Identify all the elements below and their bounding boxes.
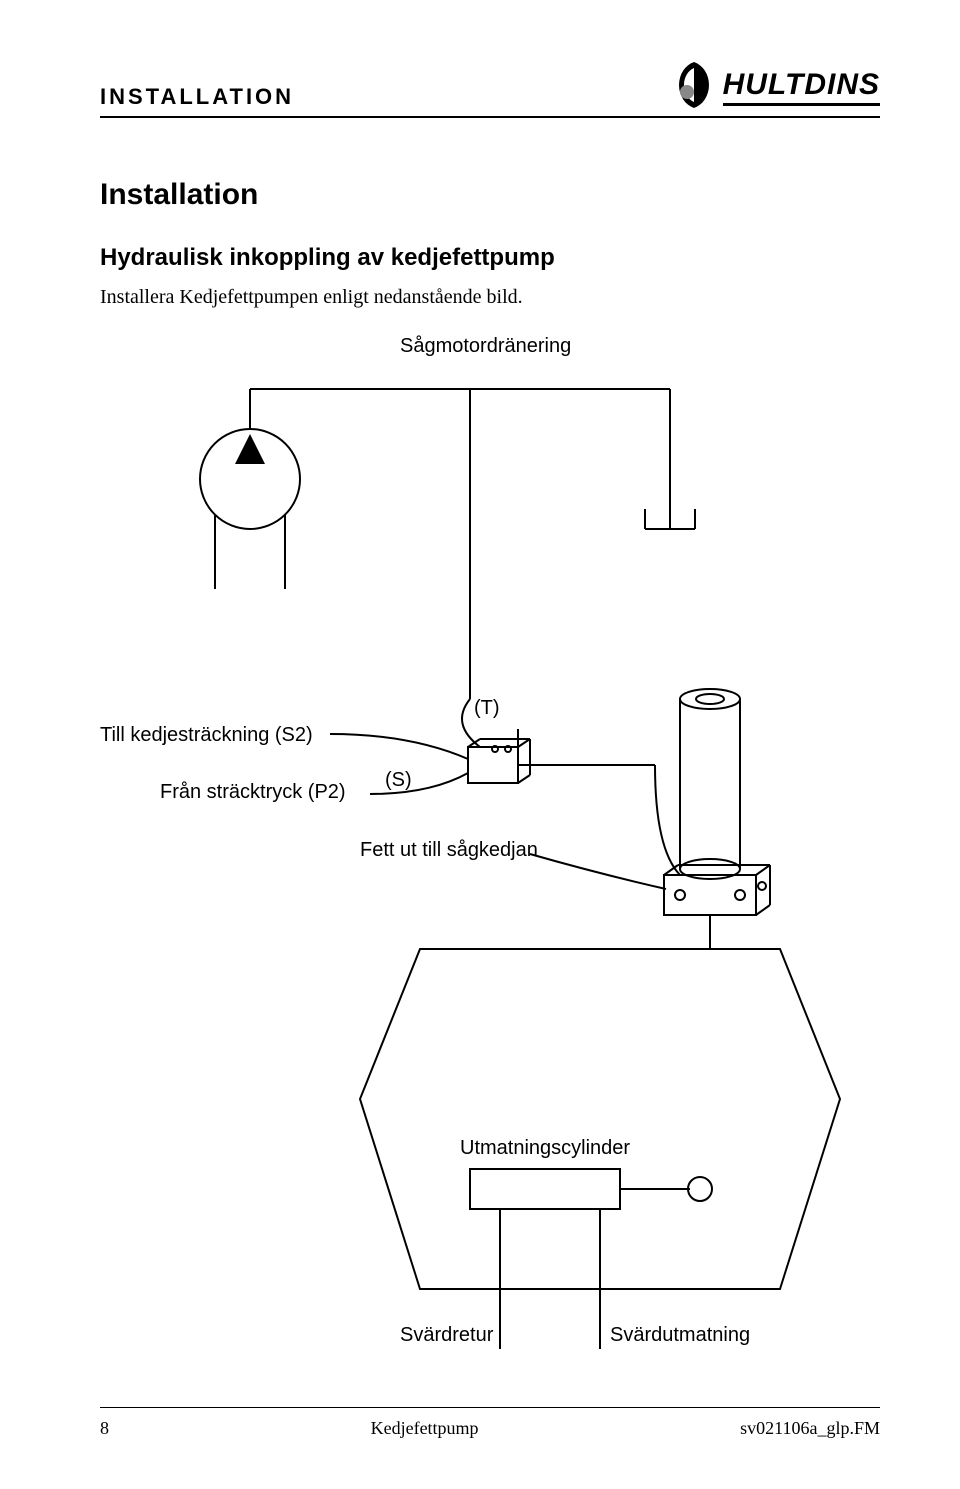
label-bar-return: Svärdretur [400,1324,493,1347]
page-footer: 8 Kedjefettpump sv021106a_glp.FM [100,1407,880,1439]
footer-page-number: 8 [100,1418,109,1439]
label-grease-out: Fett ut till sågkedjan [360,839,538,862]
logo-text: HULTDINS [723,68,880,102]
header-rule [100,116,880,118]
footer-doc-title: Kedjefettpump [371,1418,479,1439]
logo-mark-icon [671,60,717,110]
page-header: INSTALLATION HULTDINS [100,60,880,110]
label-feed-cylinder: Utmatningscylinder [460,1137,630,1160]
logo: HULTDINS [671,60,880,110]
label-s-port: (S) [385,769,412,792]
label-to-chain-tension: Till kedjesträckning (S2) [100,724,313,747]
page-title: Installation [100,178,880,212]
label-bar-feed: Svärdutmatning [610,1324,750,1347]
hydraulic-diagram: Sågmotordränering (T) Till kedjesträckni… [100,329,880,1349]
footer-file-ref: sv021106a_glp.FM [740,1418,880,1439]
label-drain: Sågmotordränering [400,335,571,358]
page-subtitle: Hydraulisk inkoppling av kedjefettpump [100,244,880,272]
body-text: Installera Kedjefettpumpen enligt nedans… [100,286,880,309]
label-from-tension-pressure: Från sträcktryck (P2) [160,781,346,804]
label-t-port: (T) [474,697,500,720]
section-header: INSTALLATION [100,84,294,110]
page: INSTALLATION HULTDINS Installation Hydra… [0,0,960,1489]
